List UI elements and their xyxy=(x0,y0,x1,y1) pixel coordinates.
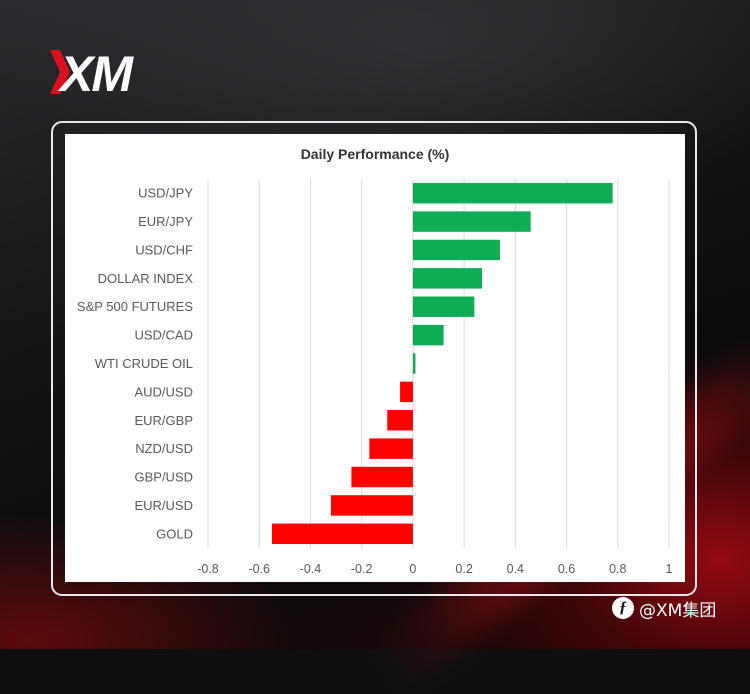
x-tick-label: 0 xyxy=(409,562,416,576)
category-label: GBP/USD xyxy=(134,470,193,485)
category-label: AUD/USD xyxy=(134,384,193,399)
category-label: EUR/USD xyxy=(134,498,193,513)
bar xyxy=(412,239,500,261)
category-label: EUR/GBP xyxy=(134,413,193,428)
x-tick-label: 0.2 xyxy=(455,562,472,576)
chart-panel: USD/JPY EUR/JPY USD/CHF DOLLAR INDEX S&P 500… xyxy=(65,134,685,582)
bar xyxy=(412,353,416,374)
category-label: USD/JPY xyxy=(138,186,193,201)
x-tick-label: 0.8 xyxy=(609,562,626,576)
bar xyxy=(412,324,444,346)
bar xyxy=(400,381,413,403)
logo-text: XM xyxy=(57,50,134,94)
xm-logo: XM xyxy=(50,50,136,94)
weibo-icon: ƒ xyxy=(612,597,634,619)
gridlines xyxy=(207,179,670,548)
x-tick-label: 0.6 xyxy=(558,562,575,576)
bars xyxy=(272,182,613,545)
category-label: USD/CHF xyxy=(135,242,193,257)
logo-mark xyxy=(50,50,70,94)
chart-title: Daily Performance (%) xyxy=(300,146,450,162)
x-tick-label: 0.4 xyxy=(507,562,524,576)
bar xyxy=(412,268,483,289)
category-label: EUR/JPY xyxy=(138,214,193,229)
bar xyxy=(412,296,475,317)
category-label: WTI CRUDE OIL xyxy=(95,356,193,371)
x-tick-label: -0.6 xyxy=(248,562,270,576)
watermark-text: @XM集团 xyxy=(639,600,717,621)
x-tick-label: -0.4 xyxy=(300,562,322,576)
x-tick-label: -0.2 xyxy=(351,562,373,576)
bar xyxy=(272,523,413,545)
bar xyxy=(330,495,413,516)
category-labels: USD/JPY EUR/JPY USD/CHF DOLLAR INDEX S&P 500… xyxy=(77,186,193,542)
bar xyxy=(387,410,413,431)
category-label: GOLD xyxy=(156,526,193,541)
bar xyxy=(369,438,413,459)
x-tick-label: 1 xyxy=(666,562,673,576)
bar xyxy=(412,182,613,204)
bar xyxy=(351,466,413,488)
category-label: DOLLAR INDEX xyxy=(98,271,194,286)
category-label: USD/CAD xyxy=(134,328,193,343)
category-label: S&P 500 FUTURES xyxy=(77,299,193,314)
bar-chart: USD/JPY EUR/JPY USD/CHF DOLLAR INDEX S&P 500… xyxy=(77,179,673,576)
weibo-watermark: ƒ @XM集团 xyxy=(612,595,716,621)
x-tick-labels: -0.8 -0.6 -0.4 -0.2 0 0.2 0.4 0.6 0.8 1 xyxy=(197,562,672,576)
bar xyxy=(412,211,531,232)
chart-frame xyxy=(51,121,697,596)
x-tick-label: -0.8 xyxy=(197,562,219,576)
category-label: NZD/USD xyxy=(135,441,193,456)
